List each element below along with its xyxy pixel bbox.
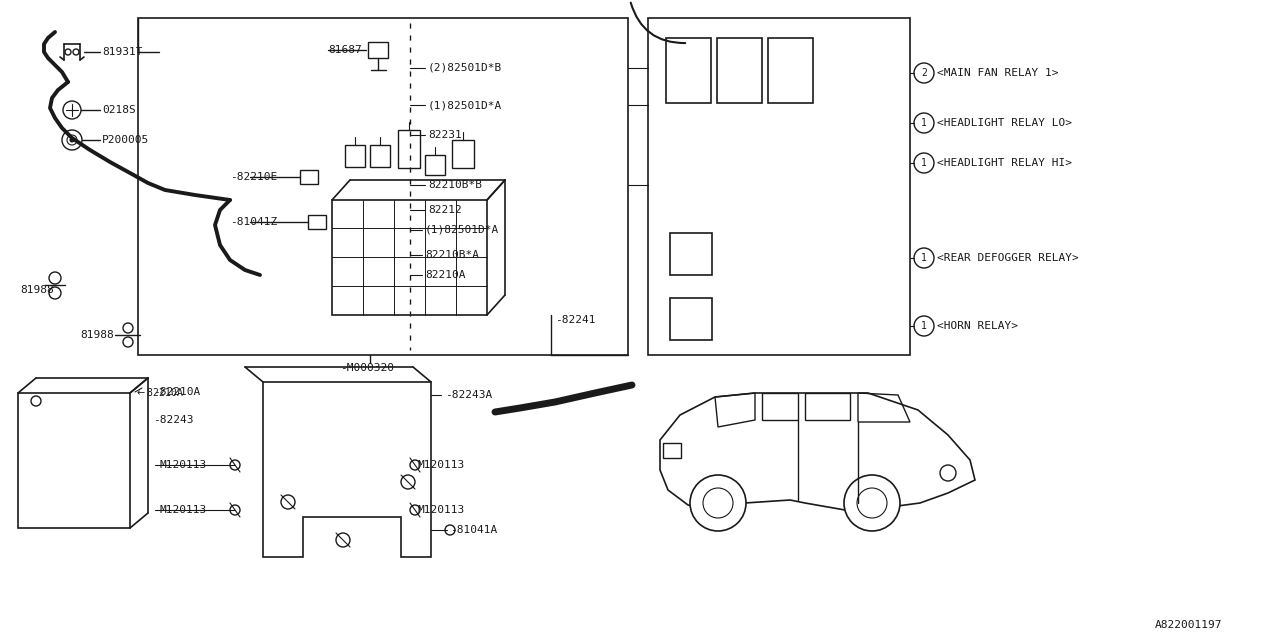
Text: -82243: -82243: [154, 415, 193, 425]
Text: 82210A: 82210A: [425, 270, 466, 280]
Bar: [18, 393, 131, 528]
Text: M120113: M120113: [419, 505, 465, 515]
Circle shape: [858, 488, 887, 518]
Text: 82231: 82231: [428, 130, 462, 140]
Bar: [369, 42, 388, 58]
Text: <HEADLIGHT RELAY HI>: <HEADLIGHT RELAY HI>: [937, 158, 1073, 168]
Circle shape: [73, 49, 79, 55]
Circle shape: [914, 316, 934, 336]
Text: 1: 1: [922, 118, 927, 128]
Circle shape: [410, 505, 420, 515]
Text: 1: 1: [922, 253, 927, 263]
Circle shape: [70, 138, 74, 142]
Circle shape: [914, 63, 934, 83]
Circle shape: [914, 153, 934, 173]
Circle shape: [123, 337, 133, 347]
Bar: [669, 233, 712, 275]
Circle shape: [63, 101, 81, 119]
Circle shape: [410, 460, 420, 470]
Bar: [669, 298, 712, 340]
Text: 0218S: 0218S: [102, 105, 136, 115]
Text: -82243A: -82243A: [445, 390, 493, 400]
Text: 82210B*B: 82210B*B: [428, 180, 483, 190]
Text: <HORN RELAY>: <HORN RELAY>: [937, 321, 1018, 331]
Circle shape: [230, 460, 241, 470]
Circle shape: [690, 475, 746, 531]
Bar: [138, 18, 628, 355]
Circle shape: [844, 475, 900, 531]
Circle shape: [49, 287, 61, 299]
Bar: [663, 443, 681, 458]
Text: $\leftarrow$82210A: $\leftarrow$82210A: [134, 386, 184, 398]
Text: -82210A: -82210A: [154, 387, 200, 397]
Circle shape: [335, 533, 349, 547]
Text: -81041Z: -81041Z: [230, 217, 278, 227]
Text: M120113: M120113: [160, 505, 207, 515]
Bar: [452, 140, 474, 168]
Text: P200005: P200005: [102, 135, 150, 145]
Text: A822001197: A822001197: [1155, 620, 1222, 630]
Bar: [648, 18, 910, 355]
Text: 81988: 81988: [20, 285, 54, 295]
Bar: [398, 130, 420, 168]
Circle shape: [401, 475, 415, 489]
Bar: [717, 38, 762, 103]
Text: 82210B*A: 82210B*A: [425, 250, 479, 260]
Bar: [332, 200, 486, 315]
Bar: [308, 215, 326, 229]
Text: 82212: 82212: [428, 205, 462, 215]
Text: -81041A: -81041A: [451, 525, 497, 535]
Text: M120113: M120113: [419, 460, 465, 470]
Bar: [346, 145, 365, 167]
Text: 81931T: 81931T: [102, 47, 142, 57]
Text: <MAIN FAN RELAY 1>: <MAIN FAN RELAY 1>: [937, 68, 1059, 78]
Circle shape: [61, 130, 82, 150]
Text: 81687: 81687: [328, 45, 362, 55]
Circle shape: [31, 396, 41, 406]
Bar: [666, 38, 710, 103]
Circle shape: [445, 525, 454, 535]
Text: -M000320: -M000320: [340, 363, 394, 373]
Text: (1)82501D*A: (1)82501D*A: [425, 225, 499, 235]
Text: -82210E: -82210E: [230, 172, 278, 182]
Text: <HEADLIGHT RELAY LO>: <HEADLIGHT RELAY LO>: [937, 118, 1073, 128]
Text: <REAR DEFOGGER RELAY>: <REAR DEFOGGER RELAY>: [937, 253, 1079, 263]
Bar: [768, 38, 813, 103]
Circle shape: [67, 135, 77, 145]
Text: 2: 2: [922, 68, 927, 78]
Circle shape: [49, 272, 61, 284]
Circle shape: [230, 505, 241, 515]
Circle shape: [914, 113, 934, 133]
Text: -82241: -82241: [556, 315, 595, 325]
Circle shape: [703, 488, 733, 518]
Text: (2)82501D*B: (2)82501D*B: [428, 63, 502, 73]
Circle shape: [914, 248, 934, 268]
Bar: [425, 155, 445, 175]
Text: M120113: M120113: [160, 460, 207, 470]
Text: 81988: 81988: [79, 330, 114, 340]
Text: 1: 1: [922, 321, 927, 331]
Circle shape: [65, 49, 70, 55]
Bar: [370, 145, 390, 167]
Bar: [300, 170, 317, 184]
Text: 1: 1: [922, 158, 927, 168]
Circle shape: [282, 495, 294, 509]
Text: (1)82501D*A: (1)82501D*A: [428, 100, 502, 110]
Circle shape: [123, 323, 133, 333]
